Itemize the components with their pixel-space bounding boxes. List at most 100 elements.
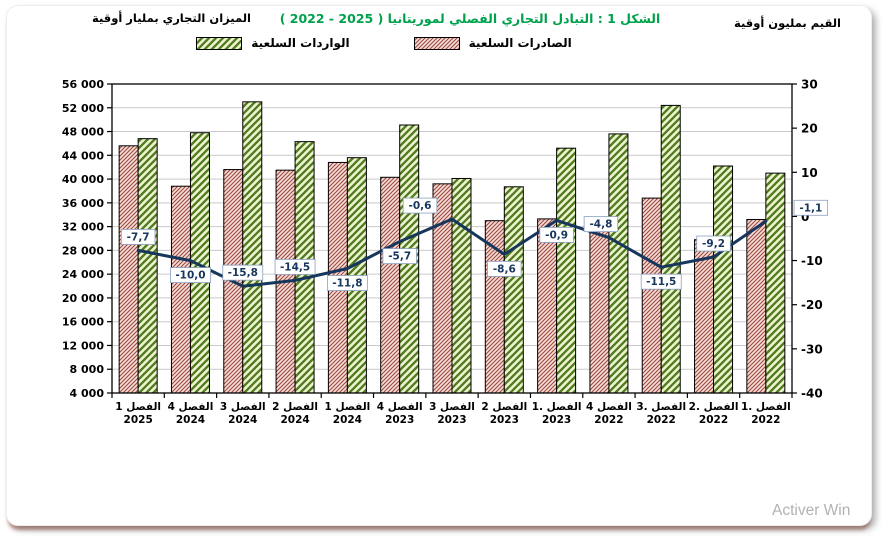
windows-activation-watermark: Activer Win	[772, 502, 851, 519]
balance-label-box	[222, 264, 264, 281]
balance-label-box	[274, 259, 316, 275]
balance-label-box	[170, 267, 211, 283]
balance-label-box	[640, 273, 682, 290]
left-axis-tick-label: 52 000	[62, 102, 104, 115]
x-axis-label-year: 2024	[176, 414, 205, 426]
imports-bar	[503, 186, 524, 394]
x-axis-label-year: 2022	[751, 414, 780, 426]
exports-bar	[589, 223, 610, 394]
x-axis-label-year: 2024	[333, 414, 362, 426]
x-axis-label-year: 2023	[385, 414, 414, 426]
imports-bar	[556, 147, 577, 394]
chart-title: الشكل 1 : التبادل التجاري الفصلي لموريتا…	[279, 11, 661, 26]
left-axis-tick-label: 40 000	[62, 173, 104, 186]
right-axis-title: القيم بمليون أوقية	[734, 16, 841, 30]
exports-bar	[118, 145, 139, 394]
right-axis-tick-label: -40	[801, 387, 823, 401]
left-axis-tick-label: 32 000	[62, 221, 104, 234]
balance-label-box	[402, 197, 438, 214]
x-axis-label-quarter: الفصل 4	[377, 401, 423, 413]
plot-border	[111, 83, 793, 394]
left-axis-tick-label: 48 000	[62, 126, 104, 139]
legend-label-imports: الواردات السلعية	[251, 36, 350, 50]
legend-item-exports: الصادرات السلعية	[413, 36, 572, 50]
right-axis-tick-label: -20	[801, 298, 823, 312]
balance-label-box	[696, 235, 731, 252]
left-axis-tick-label: 28 000	[62, 244, 104, 257]
left-axis-tick-label: 20 000	[62, 292, 104, 305]
exports-bar	[170, 185, 191, 394]
x-axis-label-quarter: الفصل 2	[481, 401, 527, 413]
x-axis-label-year: 2022	[699, 414, 728, 426]
balance-label: -0,9	[545, 229, 568, 241]
legend: الواردات السلعية الصادرات السلعية	[0, 36, 828, 50]
balance-label: -9,2	[702, 238, 725, 250]
right-axis-tick-label: 0	[801, 210, 809, 224]
exports-bar	[694, 239, 715, 394]
x-axis-label-year: 2023	[542, 414, 571, 426]
balance-line	[136, 217, 768, 288]
right-axis-tick-label: -10	[801, 254, 823, 268]
legend-label-exports: الصادرات السلعية	[468, 36, 572, 50]
imports-swatch-icon	[196, 36, 243, 50]
x-axis-label-quarter: الفصل .1	[741, 401, 791, 413]
imports-bar	[713, 165, 734, 394]
balance-label: -15,8	[228, 267, 258, 279]
imports-bar	[451, 177, 472, 394]
balance-label-box	[120, 229, 156, 245]
left-axis-tick-label: 44 000	[62, 149, 104, 162]
exports-bar	[432, 183, 453, 394]
balance-label: -11,5	[646, 276, 676, 288]
balance-label: -1,1	[799, 202, 822, 214]
balance-label-box	[326, 275, 368, 291]
exports-bar	[641, 197, 662, 394]
x-axis-label-year: 2024	[280, 414, 309, 426]
left-axis-tick-label: 24 000	[62, 268, 104, 281]
right-axis-tick-label: 20	[801, 122, 818, 136]
legend-item-imports: الواردات السلعية	[196, 36, 350, 50]
x-axis-label-quarter: الفصل 3	[429, 401, 475, 413]
balance-label: -4,8	[589, 219, 612, 231]
exports-swatch-icon	[413, 36, 460, 50]
balance-label: -11,8	[332, 278, 362, 290]
exports-bar	[380, 176, 401, 394]
balance-label-box	[382, 248, 417, 264]
balance-label-box	[539, 227, 574, 243]
x-axis-label-quarter: الفصل 3	[220, 401, 266, 413]
left-axis-tick-label: 12 000	[62, 339, 104, 352]
x-axis-label-quarter: الفصل .2	[689, 401, 739, 413]
balance-label: -14,5	[280, 261, 310, 273]
imports-bar	[242, 101, 263, 394]
x-axis-label-quarter: الفصل 4	[168, 401, 214, 413]
right-axis-tick-label: -30	[801, 342, 823, 356]
imports-bar	[608, 133, 629, 394]
imports-bar	[765, 172, 786, 394]
left-axis-tick-label: 56 000	[62, 78, 104, 91]
left-axis-title: الميزان التجاري بمليار أوقية	[92, 11, 251, 25]
x-axis-label-year: 2022	[594, 414, 623, 426]
balance-label: -0,6	[409, 200, 432, 212]
balance-label-box	[487, 260, 522, 277]
x-axis-label-year: 2024	[228, 414, 257, 426]
exports-bar	[537, 218, 558, 394]
left-axis-tick-label: 16 000	[62, 316, 104, 329]
imports-bar	[660, 104, 681, 394]
x-axis-label-year: 2025	[124, 414, 153, 426]
balance-label: -7,7	[127, 231, 150, 243]
x-axis-label-year: 2023	[490, 414, 519, 426]
x-axis-label-year: 2023	[437, 414, 466, 426]
x-axis-label-quarter: الفصل 1	[115, 401, 161, 413]
balance-label: -10,0	[175, 270, 205, 282]
left-axis-tick-label: 4 000	[70, 387, 105, 400]
x-axis-label-quarter: الفصل 4	[586, 401, 632, 413]
x-axis-label-quarter: الفصل .1	[532, 401, 582, 413]
x-axis-label-quarter: الفصل 1	[324, 401, 370, 413]
balance-label-box	[793, 199, 829, 216]
imports-bar	[137, 138, 158, 394]
right-axis-tick-label: 30	[801, 78, 818, 92]
left-axis-tick-label: 8 000	[70, 363, 105, 376]
right-axis-tick-label: 10	[801, 166, 818, 180]
x-axis-label-quarter: الفصل 2	[272, 401, 318, 413]
balance-label: -8,6	[493, 263, 516, 275]
